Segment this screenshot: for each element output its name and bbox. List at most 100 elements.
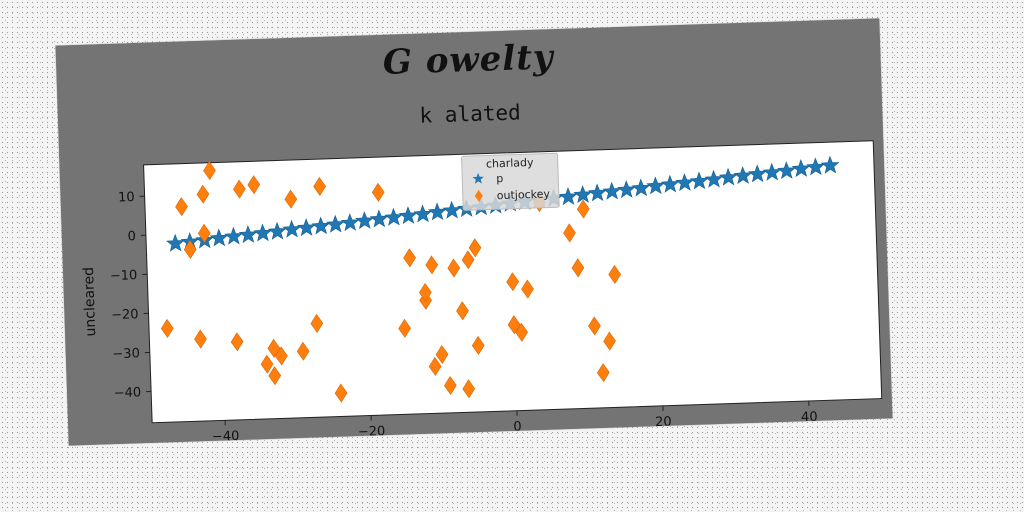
series-p-point bbox=[820, 155, 840, 174]
series-p-point bbox=[340, 213, 360, 232]
series-p-point bbox=[355, 211, 374, 230]
series-outjockey-point bbox=[268, 366, 282, 386]
y-tick-label: −30 bbox=[112, 346, 140, 362]
series-p-point bbox=[660, 174, 680, 193]
series-p-point bbox=[398, 206, 418, 225]
series-p-point bbox=[296, 218, 316, 237]
series-outjockey-point bbox=[230, 332, 244, 352]
series-p-point bbox=[747, 164, 767, 183]
series-outjockey-point bbox=[310, 313, 324, 333]
legend-label-p: p bbox=[496, 172, 503, 185]
series-p-point bbox=[733, 166, 753, 185]
series-p-point bbox=[369, 209, 389, 228]
series-outjockey-point bbox=[197, 223, 211, 243]
series-outjockey-point bbox=[603, 331, 616, 351]
series-outjockey-point bbox=[521, 279, 534, 299]
series-outjockey-point bbox=[462, 379, 476, 399]
series-p-point bbox=[791, 159, 811, 178]
y-tick-label: −20 bbox=[111, 307, 139, 323]
x-tick-label: 20 bbox=[655, 415, 672, 431]
series-p-point bbox=[704, 169, 724, 188]
series-p-point bbox=[587, 183, 607, 202]
legend-title: charlady bbox=[486, 156, 534, 171]
series-outjockey-point bbox=[461, 250, 475, 270]
x-tick-label: 0 bbox=[513, 420, 522, 435]
series-p-point bbox=[442, 200, 462, 219]
series-outjockey-point bbox=[232, 179, 246, 199]
series-outjockey-point bbox=[334, 383, 348, 403]
series-p-point bbox=[646, 176, 665, 195]
series-outjockey-point bbox=[247, 175, 261, 195]
series-p-point bbox=[573, 185, 593, 204]
series-p-point bbox=[806, 157, 825, 176]
y-tick-label: −40 bbox=[113, 385, 141, 401]
series-p-point bbox=[675, 173, 694, 192]
legend-marker-p bbox=[472, 172, 484, 184]
series-outjockey-point bbox=[275, 346, 288, 366]
chart-figure: G owelty k alated −40 −20 0 20 40 10 0 −10 −20 −3… bbox=[55, 18, 893, 446]
series-outjockey-point bbox=[398, 318, 412, 338]
x-axis-label: insipiently bbox=[444, 435, 516, 446]
series-outjockey-point bbox=[313, 176, 326, 196]
x-tick-label: −40 bbox=[212, 429, 240, 445]
series-p-point bbox=[224, 226, 243, 245]
legend-box bbox=[461, 152, 560, 211]
series-outjockey-point bbox=[515, 322, 529, 342]
series-outjockey-point bbox=[175, 197, 188, 217]
series-p-point bbox=[718, 167, 738, 186]
series-p-point bbox=[384, 207, 403, 226]
series-outjockey bbox=[160, 161, 622, 403]
series-outjockey-point bbox=[468, 238, 482, 258]
series-outjockey-point bbox=[160, 318, 174, 338]
series-p-point bbox=[777, 161, 796, 180]
series-outjockey-point bbox=[267, 338, 281, 358]
series-outjockey-point bbox=[588, 316, 601, 336]
series-outjockey-point bbox=[183, 239, 197, 259]
x-tick-label: −20 bbox=[358, 424, 386, 440]
y-tick-label: −10 bbox=[110, 268, 138, 284]
series-outjockey-point bbox=[596, 363, 610, 383]
series-outjockey-point bbox=[203, 161, 216, 181]
series-p-point bbox=[762, 162, 782, 181]
series-outjockey-point bbox=[196, 184, 210, 204]
series-outjockey-point bbox=[571, 258, 585, 278]
series-outjockey-point bbox=[419, 282, 432, 302]
series-p-point bbox=[209, 228, 229, 247]
series-p-point bbox=[631, 178, 651, 197]
series-p-point bbox=[282, 219, 302, 238]
series-p-point bbox=[617, 180, 636, 199]
series-outjockey-point bbox=[425, 255, 439, 275]
series-outjockey-point bbox=[371, 182, 385, 202]
series-outjockey-point bbox=[403, 248, 416, 268]
series-p-point bbox=[238, 225, 258, 244]
series-p-point bbox=[326, 214, 345, 233]
y-tick-label: 0 bbox=[127, 229, 136, 244]
series-p-point bbox=[602, 181, 622, 200]
series-p-point bbox=[267, 221, 287, 240]
series-p-point bbox=[427, 202, 447, 221]
series-p-point bbox=[253, 223, 272, 242]
series-outjockey-point bbox=[428, 356, 442, 376]
series-outjockey-point bbox=[296, 341, 310, 361]
series-p-point bbox=[558, 187, 578, 206]
scatter-plot: −40 −20 0 20 40 10 0 −10 −20 −30 −40 insipiently unc… bbox=[81, 140, 883, 446]
series-p-point bbox=[165, 233, 185, 252]
series-outjockey-point bbox=[608, 264, 622, 284]
series-p-point bbox=[311, 216, 331, 235]
series-outjockey-point bbox=[447, 258, 461, 278]
series-outjockey-point bbox=[471, 335, 485, 356]
series-outjockey-point bbox=[260, 354, 274, 374]
series-outjockey-point bbox=[506, 272, 520, 292]
y-tick-label: 10 bbox=[118, 190, 135, 206]
series-outjockey-point bbox=[444, 375, 457, 396]
legend-marker-outjockey bbox=[474, 189, 483, 202]
series-p-point bbox=[689, 171, 709, 190]
series-p-point bbox=[413, 204, 433, 223]
series-outjockey-point bbox=[435, 344, 449, 365]
series-outjockey-point bbox=[284, 189, 298, 209]
series-outjockey-point bbox=[563, 223, 576, 243]
y-axis-label: uncleared bbox=[81, 267, 99, 337]
series-outjockey-point bbox=[194, 329, 207, 349]
series-outjockey-point bbox=[576, 199, 590, 219]
x-tick-label: 40 bbox=[801, 410, 818, 426]
